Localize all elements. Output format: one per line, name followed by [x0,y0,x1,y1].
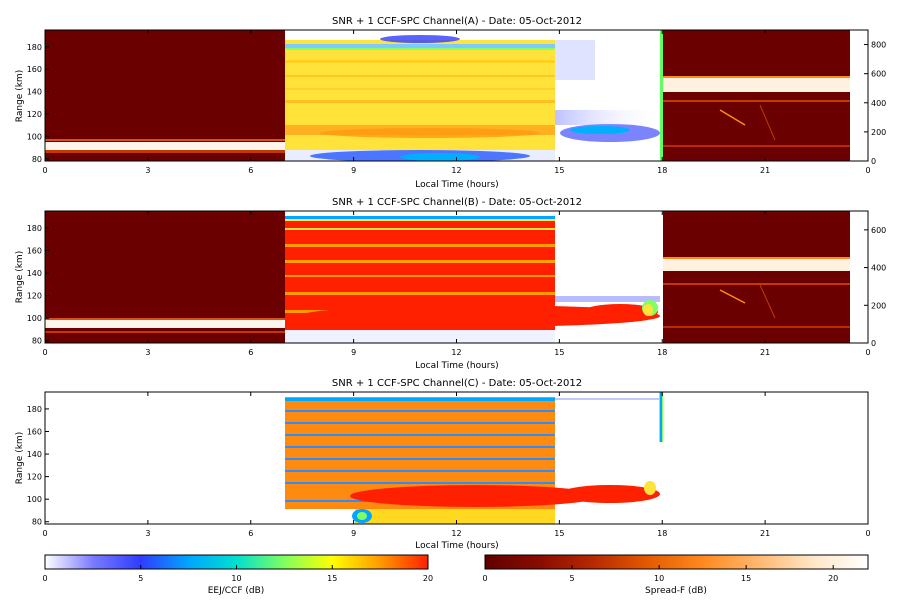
panel-b-xtick-label: 0 [42,348,47,357]
panel-b-xtick-label: 18 [657,348,667,357]
panel-b-title: SNR + 1 CCF-SPC Channel(B) - Date: 05-Oc… [332,197,582,208]
colorbar-tick-label: 15 [741,574,751,583]
colorbar-tick-label: 20 [423,574,433,583]
panel-c-ytick-label: 100 [27,495,42,504]
panel-b-ytick-label: 140 [27,269,42,278]
panel-b-xtick-label: 6 [248,348,253,357]
panel-c-ytick-label: 160 [27,427,42,436]
panel-c-xtick-label: 9 [351,529,356,538]
panel-a-ytick-label: 100 [27,132,42,141]
panel-b: SNR + 1 CCF-SPC Channel(B) - Date: 05-Oc… [15,197,886,371]
panel-a-xtick-label: 0 [865,166,870,175]
panel-b-xtick-label: 21 [760,348,770,357]
panel-a-heatmap [45,30,868,161]
panel-c-xtick-label: 18 [657,529,667,538]
colorbar-tick-label: 0 [42,574,47,583]
colorbar-eej: 0 5 10 15 20 EEJ/CCF (dB) [42,554,433,596]
panel-a-ylabel: Range (km) [15,70,25,122]
panel-a-xtick-label: 0 [42,166,47,175]
panel-b-ytick-label: 100 [27,314,42,323]
colorbar-eej-ticks: 0 5 10 15 20 [42,565,433,583]
panel-c-heatmap [45,392,868,524]
panel-b-ylabel: Range (km) [15,251,25,303]
panel-a-xlabel: Local Time (hours) [415,180,498,190]
panel-b-y2tick-label: 600 [871,226,886,235]
colorbar-eej-label: EEJ/CCF (dB) [208,586,265,596]
panel-c-ylabel: Range (km) [15,432,25,484]
panel-b-heatmap [45,211,868,343]
panel-c-xtick-label: 15 [554,529,564,538]
panel-c-xtick-label: 12 [451,529,461,538]
panel-b-ytick-label: 80 [32,337,42,346]
panel-b-y2tick-label: 200 [871,301,886,310]
panel-a-title: SNR + 1 CCF-SPC Channel(A) - Date: 05-Oc… [332,16,582,27]
panel-a-xtick-label: 9 [351,166,356,175]
panel-b-ytick-label: 160 [27,246,42,255]
colorbar-spreadf-ticks: 0 5 10 15 20 [482,565,838,583]
panel-b-xtick-label: 0 [865,348,870,357]
panel-a-xtick-label: 3 [145,166,150,175]
panel-a-xtick-label: 6 [248,166,253,175]
panel-a-ytick-label: 180 [27,43,42,52]
colorbar-spreadf-label: Spread-F (dB) [645,586,707,596]
colorbar-tick-label: 0 [482,574,487,583]
colorbar-tick-label: 15 [327,574,337,583]
panel-a-ytick-label: 120 [27,110,42,119]
panel-a-y2tick-label: 600 [871,70,886,79]
colorbar-tick-label: 20 [828,574,838,583]
panel-b-xtick-label: 9 [351,348,356,357]
panel-a-axes: 0 3 6 9 12 15 18 21 0801001201401601800200400600… [27,30,886,175]
colorbar-spreadf: 0 5 10 15 20 Spread-F (dB) [482,554,869,596]
panel-b-ytick-label: 180 [27,224,42,233]
panel-a-ytick-label: 140 [27,88,42,97]
panel-b-xlabel: Local Time (hours) [415,361,498,371]
panel-b-y2tick-label: 400 [871,264,886,273]
panel-c-xtick-label: 3 [145,529,150,538]
panel-a-y2tick-label: 800 [871,41,886,50]
panel-a-xtick-label: 12 [451,166,461,175]
panel-a-y2tick-label: 200 [871,128,886,137]
colorbar-tick-label: 5 [138,574,143,583]
panel-b-y2tick-label: 0 [871,339,876,348]
panel-b-xtick-label: 15 [554,348,564,357]
colorbar-tick-label: 10 [231,574,241,583]
colorbar-tick-label: 5 [569,574,574,583]
panel-c-ytick-label: 80 [32,518,42,527]
panel-c-xtick-label: 6 [248,529,253,538]
panel-b-xtick-label: 12 [451,348,461,357]
panel-b-xtick-label: 3 [145,348,150,357]
panel-a: SNR + 1 CCF-SPC Channel(A) - Date: 05-Oc… [15,16,886,190]
panel-a-ytick-label: 80 [32,155,42,164]
panel-a-y2tick-label: 0 [871,157,876,166]
panel-c-xlabel: Local Time (hours) [415,541,498,551]
panel-c-title: SNR + 1 CCF-SPC Channel(C) - Date: 05-Oc… [332,378,582,389]
panel-a-xtick-label: 21 [760,166,770,175]
panel-a-xtick-label: 15 [554,166,564,175]
panel-c-xtick-label: 21 [760,529,770,538]
panel-c-xtick-label: 0 [865,529,870,538]
panel-c-ytick-label: 180 [27,405,42,414]
panel-a-y2tick-label: 400 [871,99,886,108]
panel-c-ytick-label: 140 [27,450,42,459]
colorbar-spreadf-bar [484,554,869,570]
panel-a-xtick-label: 18 [657,166,667,175]
panel-c: SNR + 1 CCF-SPC Channel(C) - Date: 05-Oc… [15,378,871,551]
panel-b-ytick-label: 120 [27,292,42,301]
colorbar-tick-label: 10 [654,574,664,583]
panel-c-ytick-label: 120 [27,473,42,482]
panel-a-ytick-label: 160 [27,65,42,74]
panel-c-xtick-label: 0 [42,529,47,538]
